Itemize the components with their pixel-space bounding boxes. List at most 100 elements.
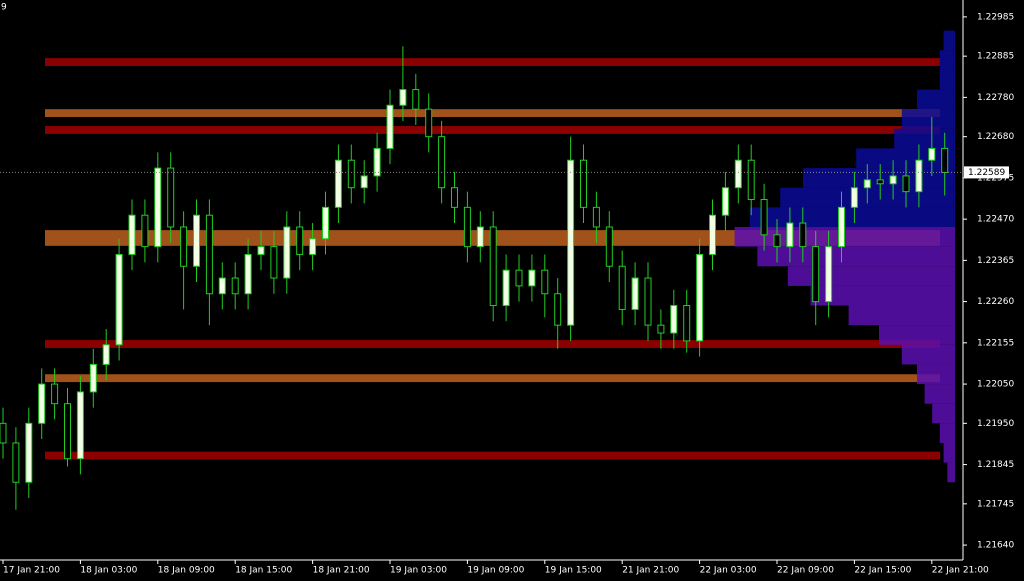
level-band (45, 340, 940, 348)
candle-body (554, 293, 562, 326)
candle-body (218, 277, 226, 295)
candle-body (76, 391, 84, 460)
level-band (45, 126, 940, 134)
y-tick-label: 1.22155 (977, 338, 1014, 348)
x-tick-label: 18 Jan 15:00 (235, 566, 292, 576)
candle-body (360, 175, 368, 189)
x-tick-label: 18 Jan 09:00 (158, 566, 215, 576)
candle-body (644, 277, 652, 326)
current-price-label: 1.22589 (968, 168, 1005, 178)
profile-bar (757, 246, 955, 267)
candle-body (812, 246, 820, 303)
candle-body (747, 159, 755, 200)
candle-body (451, 187, 458, 208)
y-tick-label: 1.22365 (977, 256, 1014, 266)
candle-body (721, 187, 729, 216)
candle-body (167, 167, 175, 228)
candle-body (180, 226, 188, 267)
candle-body (386, 104, 394, 149)
candle-body (64, 403, 71, 460)
profile-bar (848, 305, 955, 326)
candle-body (438, 136, 446, 189)
candle-body (141, 214, 149, 248)
x-tick-label: 21 Jan 21:00 (622, 566, 679, 576)
level-band (45, 109, 940, 118)
y-tick-label: 1.22985 (977, 12, 1014, 22)
candle-body (670, 305, 678, 334)
candle-body (51, 383, 59, 405)
candle-body (244, 253, 252, 295)
candle-body (580, 159, 587, 208)
candle-body (876, 179, 884, 185)
x-tick-label: 17 Jan 21:00 (3, 566, 60, 576)
current-price-box (964, 166, 1009, 179)
candle-body (683, 305, 691, 342)
candle-body (89, 363, 97, 393)
corner-text: 9 (1, 3, 7, 13)
x-tick-label: 22 Jan 09:00 (777, 566, 834, 576)
profile-bar (939, 423, 955, 443)
candle-body (838, 206, 845, 248)
y-tick-label: 1.21950 (977, 419, 1014, 429)
candle-body (463, 206, 471, 248)
candle-body (902, 175, 910, 193)
candle-body (605, 226, 613, 267)
profile-bar (924, 384, 955, 404)
candle-body (657, 324, 665, 334)
candle-body (618, 265, 626, 310)
candle-body (541, 269, 549, 295)
profile-bar (947, 462, 955, 483)
candle-body (12, 442, 20, 483)
candle-body (193, 214, 200, 267)
profile-bar (749, 207, 955, 227)
x-tick-label: 18 Jan 03:00 (80, 566, 137, 576)
candle-body (773, 234, 781, 248)
profile-bar (917, 89, 955, 110)
candle-body (205, 214, 213, 295)
candle-body (502, 269, 510, 307)
x-tick-label: 19 Jan 03:00 (390, 566, 447, 576)
candle-body (128, 214, 136, 255)
candle-body (309, 238, 317, 255)
candle-body (347, 159, 355, 189)
level-band (45, 451, 940, 460)
x-tick-label: 22 Jan 03:00 (700, 566, 757, 576)
candle-body (25, 422, 33, 483)
x-tick-label: 18 Jan 21:00 (313, 566, 370, 576)
candle-body (270, 246, 278, 279)
candle-body (528, 269, 536, 287)
candle-body (592, 206, 600, 228)
y-tick-label: 1.22680 (977, 132, 1014, 142)
candle-body (734, 159, 742, 189)
candle-body (322, 206, 329, 240)
profile-bar (943, 442, 955, 463)
candle-body (889, 175, 897, 185)
candle-body (115, 253, 123, 346)
profile-bar (939, 69, 955, 90)
candle-body (38, 383, 46, 424)
profile-bar (939, 50, 955, 70)
candle-body (631, 277, 639, 310)
candle-body (476, 226, 484, 248)
candle-body (825, 246, 833, 303)
level-band (45, 58, 940, 66)
x-tick-label: 22 Jan 15:00 (854, 566, 911, 576)
level-band (45, 374, 940, 383)
y-tick-label: 1.22885 (977, 52, 1014, 62)
y-tick-label: 1.22050 (977, 380, 1014, 390)
candle-body (850, 187, 858, 208)
candle-body (567, 159, 575, 326)
profile-bar (901, 109, 955, 129)
y-tick-label: 1.21845 (977, 460, 1014, 470)
candle-body (0, 422, 7, 444)
candle-body (489, 226, 497, 307)
plot-area (0, 30, 955, 510)
candle-body (928, 147, 936, 161)
profile-bar (917, 364, 955, 385)
candle-body (154, 167, 162, 248)
y-tick-label: 1.22780 (977, 93, 1014, 103)
profile-bar (894, 128, 955, 149)
profile-bar (879, 325, 955, 345)
candle-body (863, 179, 871, 189)
